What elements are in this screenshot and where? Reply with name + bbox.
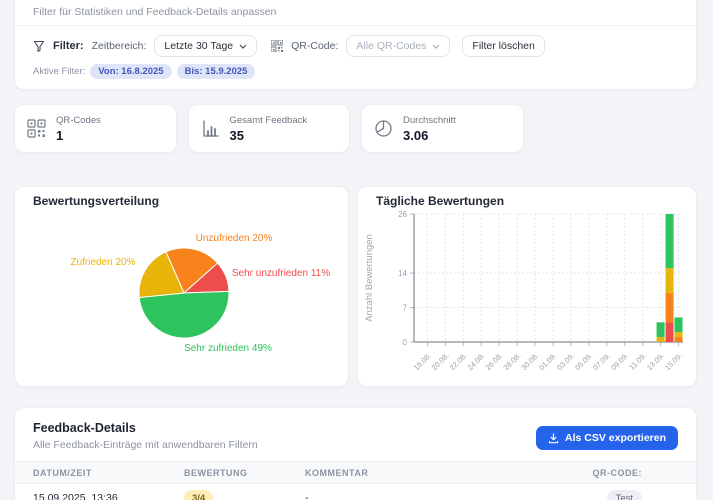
svg-text:01.09.: 01.09. <box>537 351 558 372</box>
stat-label: QR-Codes <box>56 115 101 126</box>
active-filters-label: Aktive Filter: <box>33 66 85 77</box>
pie-chart-card: Bewertungsverteilung Unzufrieden 20% Sehr… <box>14 186 349 387</box>
filter-row: Filter: Zeitbereich: Letzte 30 Tage QR-C… <box>33 35 678 57</box>
cell-comment: - <box>305 492 518 500</box>
clear-filters-button[interactable]: Filter löschen <box>462 35 544 57</box>
zeitbereich-select[interactable]: Letzte 30 Tage <box>154 35 257 57</box>
stat-value: 35 <box>230 128 308 143</box>
stat-card-qr-codes: QR-Codes 1 <box>14 104 177 153</box>
col-qr-code: QR-Code: <box>518 468 678 478</box>
svg-text:07.09.: 07.09. <box>591 351 612 372</box>
svg-text:09.09.: 09.09. <box>609 351 630 372</box>
rating-badge: 3/4 <box>184 490 213 500</box>
table-row: 15.09.2025, 13:36 3/4 - Test <box>15 484 696 500</box>
active-filters-row: Aktive Filter: Von: 16.8.2025 Bis: 15.9.… <box>33 64 678 83</box>
divider <box>15 25 696 26</box>
svg-text:26: 26 <box>398 210 407 219</box>
charts-row: Bewertungsverteilung Unzufrieden 20% Sehr… <box>14 186 697 387</box>
svg-text:13.09.: 13.09. <box>645 351 666 372</box>
cell-rating: 3/4 <box>184 492 305 500</box>
svg-text:Sehr unzufrieden 11%: Sehr unzufrieden 11% <box>232 268 330 279</box>
svg-text:Anzahl Bewertungen: Anzahl Bewertungen <box>364 234 375 322</box>
export-csv-button[interactable]: Als CSV exportieren <box>536 426 678 450</box>
pie-chart-title: Bewertungsverteilung <box>33 194 159 208</box>
svg-text:Sehr zufrieden 49%: Sehr zufrieden 49% <box>184 343 272 354</box>
bar-chart-icon <box>201 119 220 138</box>
table-head: Feedback-Details Alle Feedback-Einträge … <box>15 408 696 461</box>
svg-text:05.09.: 05.09. <box>573 351 594 372</box>
chevron-down-icon <box>239 44 247 49</box>
filter-panel: Filter für Statistiken und Feedback-Deta… <box>14 0 697 90</box>
table-subtitle: Alle Feedback-Einträge mit anwendbaren F… <box>33 439 258 451</box>
svg-text:11.09.: 11.09. <box>627 351 648 372</box>
svg-text:0: 0 <box>403 338 408 347</box>
pie-chart-icon <box>374 119 393 138</box>
stat-label: Gesamt Feedback <box>230 115 308 126</box>
svg-text:15.09.: 15.09. <box>663 351 684 372</box>
active-filter-von-badge: Von: 16.8.2025 <box>90 64 171 79</box>
funnel-icon <box>33 40 45 52</box>
qr-code-badge: Test <box>607 490 642 500</box>
export-csv-label: Als CSV exportieren <box>565 432 666 444</box>
bar-chart-canvas[interactable]: 18.08.20.08.22.08.24.08.26.08.28.08.30.0… <box>358 187 696 386</box>
svg-text:28.08.: 28.08. <box>501 351 522 372</box>
zeitbereich-select-value: Letzte 30 Tage <box>164 40 233 52</box>
stat-label: Durchschnitt <box>403 115 456 126</box>
qr-code-icon <box>271 40 283 52</box>
svg-text:20.08.: 20.08. <box>430 351 451 372</box>
svg-text:22.08.: 22.08. <box>448 351 469 372</box>
col-kommentar: Kommentar <box>305 468 518 478</box>
bar-chart-title: Tägliche Bewertungen <box>376 194 504 208</box>
download-icon <box>548 433 559 444</box>
qr-code-icon <box>27 119 46 138</box>
table-header-row: Datum/Zeit Bewertung Kommentar QR-Code: <box>15 461 696 484</box>
stat-value: 3.06 <box>403 128 456 143</box>
stat-value: 1 <box>56 128 101 143</box>
cell-qr-code: Test <box>518 492 678 500</box>
svg-text:03.09.: 03.09. <box>555 351 576 372</box>
col-bewertung: Bewertung <box>184 468 305 478</box>
svg-text:26.08.: 26.08. <box>483 351 504 372</box>
zeitbereich-label: Zeitbereich: <box>92 40 147 52</box>
svg-text:Unzufrieden 20%: Unzufrieden 20% <box>196 233 273 244</box>
col-datum-zeit: Datum/Zeit <box>33 468 184 478</box>
qr-code-label: QR-Code: <box>291 40 338 52</box>
chevron-down-icon <box>432 44 440 49</box>
svg-text:14: 14 <box>398 269 407 278</box>
qr-code-select-value: Alle QR-Codes <box>356 40 426 52</box>
svg-text:24.08.: 24.08. <box>466 351 487 372</box>
stats-row: QR-Codes 1 Gesamt Feedback 35 Durchschni… <box>14 104 697 153</box>
cell-datetime: 15.09.2025, 13:36 <box>33 492 184 500</box>
stat-card-durchschnitt: Durchschnitt 3.06 <box>361 104 524 153</box>
bar-chart-card: Tägliche Bewertungen 18.08.20.08.22.08.2… <box>357 186 697 387</box>
svg-text:Zufrieden 20%: Zufrieden 20% <box>70 257 135 268</box>
qr-code-select[interactable]: Alle QR-Codes <box>346 35 450 57</box>
filter-panel-subtitle: Filter für Statistiken und Feedback-Deta… <box>33 6 678 18</box>
feedback-details-card: Feedback-Details Alle Feedback-Einträge … <box>14 407 697 500</box>
filter-label: Filter: <box>53 40 84 52</box>
svg-text:18.08.: 18.08. <box>412 351 433 372</box>
active-filter-bis-badge: Bis: 15.9.2025 <box>177 64 256 79</box>
stat-card-gesamt-feedback: Gesamt Feedback 35 <box>188 104 351 153</box>
svg-text:30.08.: 30.08. <box>519 351 540 372</box>
pie-chart-canvas[interactable]: Unzufrieden 20% Sehr unzufrieden 11% Sehr … <box>15 187 348 386</box>
table-title: Feedback-Details <box>33 421 258 435</box>
svg-text:7: 7 <box>403 304 408 313</box>
